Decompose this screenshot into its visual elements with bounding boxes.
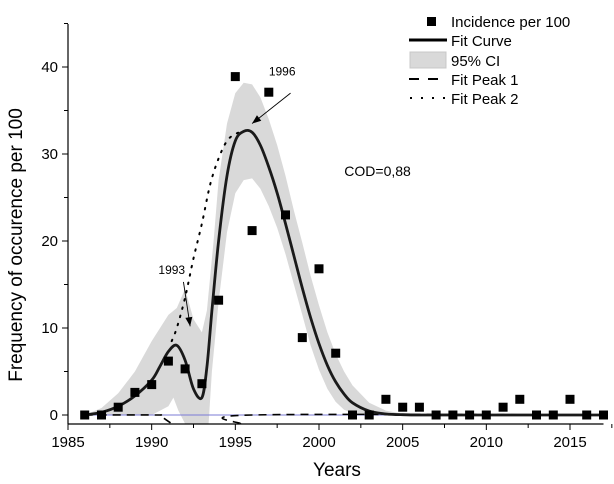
- data-point-2010: [481, 410, 491, 420]
- data-point-1987: [97, 410, 106, 420]
- data-point-2009: [465, 410, 475, 420]
- y-tick-label: 30: [41, 146, 58, 163]
- data-point-2004: [381, 394, 391, 404]
- data-point-2008: [448, 410, 458, 420]
- fit-peak-1-line-1: [221, 413, 604, 425]
- y-tick-label: 10: [41, 320, 58, 337]
- data-point-2003: [364, 410, 374, 420]
- annotation-1996: 1996: [269, 65, 296, 79]
- data-point-1988: [113, 402, 123, 412]
- data-point-1992: [180, 364, 190, 374]
- arrow-1993-head: [185, 316, 193, 327]
- legend-label-peak2: Fit Peak 2: [451, 91, 519, 108]
- x-tick-label: 1990: [135, 434, 168, 451]
- legend-label-peak1: Fit Peak 1: [451, 72, 519, 89]
- legend-marker-points: [427, 17, 436, 26]
- fit-peak-2-line: [170, 130, 245, 343]
- legend-label-points: Incidence per 100: [451, 14, 570, 31]
- data-point-1994: [214, 295, 224, 305]
- annotation-1993: 1993: [158, 263, 185, 277]
- data-point-1993: [197, 379, 207, 389]
- data-point-1999: [297, 333, 307, 343]
- data-point-1990: [147, 380, 157, 390]
- x-tick-label: 2005: [386, 434, 419, 451]
- data-point-2016: [582, 410, 592, 420]
- data-point-1989: [130, 387, 140, 397]
- data-point-1986: [80, 410, 90, 420]
- legend-label-ci: 95% CI: [451, 53, 500, 70]
- y-axis-title: Frequency of occurence per 100: [6, 108, 27, 382]
- cod-annotation: COD=0,88: [344, 163, 411, 179]
- fit-peak-1-line-0: [84, 414, 173, 425]
- plot-area: [80, 72, 608, 425]
- data-point-2014: [548, 410, 558, 420]
- ci-band: [84, 82, 437, 424]
- legend-marker-ci: [409, 51, 447, 69]
- axes: 1985 1990 1995 2000 2005 2010 2015 0 10 20 30 40: [41, 23, 613, 451]
- y-tick-label: 0: [50, 407, 58, 424]
- data-point-2013: [532, 410, 541, 420]
- data-point-2017: [599, 410, 608, 420]
- data-point-2002: [348, 410, 357, 420]
- y-tick-label: 20: [41, 233, 58, 250]
- data-point-2000: [314, 264, 324, 274]
- x-tick-label: 2010: [470, 434, 503, 451]
- data-point-2006: [414, 402, 424, 412]
- data-point-2005: [398, 402, 408, 412]
- y-tick-label: 40: [41, 59, 58, 76]
- x-tick-label: 2000: [302, 434, 335, 451]
- arrow-1996-head: [252, 115, 262, 124]
- data-point-1991: [163, 356, 173, 366]
- data-point-2015: [565, 394, 575, 404]
- data-point-2012: [515, 394, 525, 404]
- data-point-1996: [247, 226, 257, 236]
- x-tick-label: 1995: [219, 434, 252, 451]
- x-axis-title: Years: [313, 460, 361, 481]
- x-tick-label: 1985: [51, 434, 84, 451]
- data-point-2001: [331, 348, 341, 358]
- legend-label-fit: Fit Curve: [451, 33, 512, 50]
- x-tick-label: 2015: [553, 434, 586, 451]
- data-point-2007: [431, 410, 441, 420]
- data-point-1997: [264, 87, 274, 97]
- data-point-1998: [281, 210, 290, 220]
- data-point-2011: [498, 402, 508, 412]
- data-point-1995: [230, 72, 240, 82]
- legend: Incidence per 100 Fit Curve 95% CI Fit P…: [409, 14, 570, 108]
